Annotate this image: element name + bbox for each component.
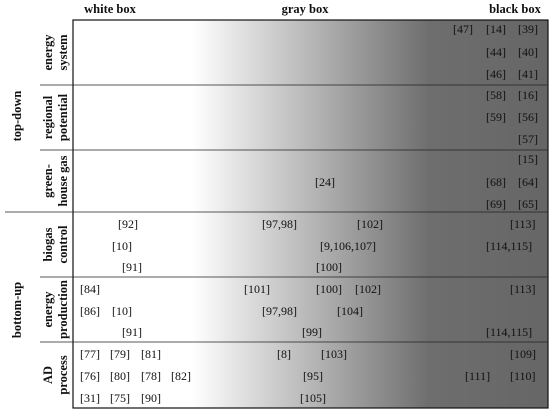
citation: [102]: [355, 282, 381, 296]
citation: [77]: [80, 347, 100, 361]
citation: [97,98]: [262, 304, 297, 318]
citation: [41]: [518, 67, 538, 81]
citation: [109]: [510, 347, 536, 361]
row-label: AD: [41, 366, 55, 384]
citation: [10]: [112, 304, 132, 318]
citation: [105]: [300, 391, 326, 405]
citation: [76]: [80, 369, 100, 383]
citation: [91]: [122, 325, 142, 339]
group-label: top-down: [10, 91, 24, 142]
citation: [104]: [337, 304, 363, 318]
citation: [99]: [302, 325, 322, 339]
citation: [57]: [518, 132, 538, 146]
header: black box: [489, 2, 542, 16]
row-label: production: [56, 280, 70, 339]
citation: [92]: [118, 217, 138, 231]
citation: [90]: [141, 391, 161, 405]
citation: [110]: [510, 369, 536, 383]
group-label: bottom-up: [10, 282, 24, 338]
citation: [59]: [486, 110, 506, 124]
citation: [68]: [486, 175, 506, 189]
citation: [97,98]: [262, 217, 297, 231]
citation: [101]: [244, 282, 270, 296]
row-label: regional: [41, 95, 55, 139]
citation: [114,115]: [486, 239, 532, 253]
citation: [31]: [80, 391, 100, 405]
citation: [24]: [315, 175, 335, 189]
citation: [46]: [486, 67, 506, 81]
citation: [9,106,107]: [320, 239, 376, 253]
citation: [58]: [486, 88, 506, 102]
citation: [86]: [80, 304, 100, 318]
row-label: process: [56, 355, 70, 394]
citation: [81]: [141, 347, 161, 361]
row-label: biogas: [41, 227, 55, 261]
row-label: house gas: [56, 155, 70, 206]
row-label: energy: [41, 291, 55, 328]
citation: [113]: [510, 282, 536, 296]
citation: [75]: [110, 391, 130, 405]
citation: [84]: [80, 282, 100, 296]
citation: [15]: [518, 152, 538, 166]
row-label: energy: [41, 34, 55, 71]
citation: [79]: [110, 347, 130, 361]
citation: [102]: [357, 217, 383, 231]
citation: [65]: [518, 197, 538, 211]
citation: [100]: [316, 282, 342, 296]
row-label: potential: [56, 93, 70, 141]
citation: [80]: [110, 369, 130, 383]
citation: [82]: [171, 369, 191, 383]
citation: [100]: [316, 260, 342, 274]
citation: [69]: [486, 197, 506, 211]
row-label: system: [56, 34, 70, 71]
citation: [64]: [518, 175, 538, 189]
citation: [40]: [518, 45, 538, 59]
citation: [113]: [510, 217, 536, 231]
citation: [95]: [303, 369, 323, 383]
citation: [56]: [518, 110, 538, 124]
citation: [8]: [277, 347, 291, 361]
citation: [78]: [141, 369, 161, 383]
citation: [114,115]: [486, 325, 532, 339]
citation: [111]: [465, 369, 490, 383]
citation: [39]: [518, 22, 538, 36]
citation: [10]: [112, 239, 132, 253]
row-label: green-: [41, 164, 55, 198]
header: white box: [84, 2, 136, 16]
citation: [44]: [486, 45, 506, 59]
citation: [14]: [486, 22, 506, 36]
citation: [47]: [453, 22, 473, 36]
header: gray box: [282, 2, 330, 16]
citation: [16]: [518, 88, 538, 102]
citation: [103]: [321, 347, 347, 361]
citation: [91]: [122, 260, 142, 274]
row-label: control: [56, 225, 70, 263]
